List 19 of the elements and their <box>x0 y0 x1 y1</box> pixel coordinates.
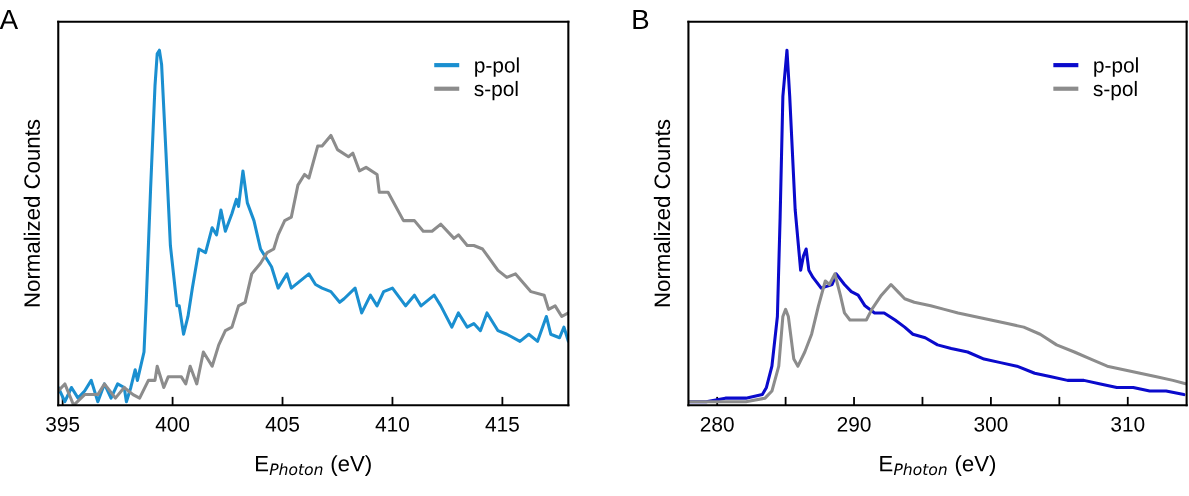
y-axis-title: Normalized Counts <box>23 119 40 307</box>
x-axis-title: E$_{Photon}$ (eV) <box>256 455 371 476</box>
chart-title: A <box>0 9 19 30</box>
x-tick-label: 400 <box>155 416 190 432</box>
x-tick-label: 410 <box>375 416 410 432</box>
legend-label: s-pol <box>1093 80 1137 101</box>
x-tick-label: 290 <box>837 416 871 432</box>
x-tick-label: 405 <box>265 416 300 432</box>
x-tick-label: 280 <box>700 416 734 432</box>
x-tick-label: 310 <box>1111 416 1145 432</box>
legend-label: p-pol <box>1094 57 1138 77</box>
x-tick-label: 300 <box>974 416 1008 432</box>
x-tick-label: 415 <box>485 417 519 432</box>
legend-label: p-pol <box>475 57 519 77</box>
x-tick-label: 395 <box>46 416 80 432</box>
legend-label: s-pol <box>474 80 518 101</box>
y-axis-title: Normalized Counts <box>653 119 671 307</box>
chart-title: B <box>633 9 649 30</box>
x-axis-title: E$_{Photon}$ (eV) <box>880 455 996 476</box>
